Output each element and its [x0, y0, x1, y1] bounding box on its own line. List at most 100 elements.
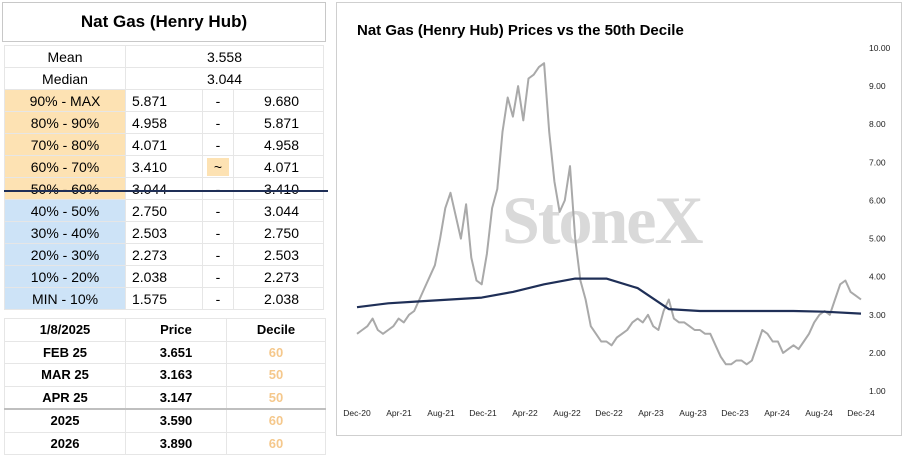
mean-label: Mean	[4, 45, 126, 68]
decile-row: 10% - 20% 2.038 - 2.273	[4, 265, 324, 288]
contract-price: 3.890	[125, 431, 227, 455]
forward-row: 2025 3.590 60	[4, 408, 326, 433]
forward-date-header: 1/8/2025	[4, 318, 126, 342]
y-tick-label: 9.00	[869, 81, 886, 91]
forward-row: FEB 25 3.651 60	[4, 340, 326, 364]
decile-high: 2.273	[233, 265, 324, 288]
decile-header: Decile	[226, 318, 326, 342]
decile-high: 2.503	[233, 243, 324, 266]
decile-low: 5.871	[125, 89, 203, 112]
x-tick-label: Dec-24	[847, 408, 875, 418]
decile-label: MIN - 10%	[4, 287, 126, 310]
decile-low: 2.503	[125, 221, 203, 244]
decile-high: 2.038	[233, 287, 324, 310]
y-tick-label: 8.00	[869, 119, 886, 129]
y-tick-label: 5.00	[869, 234, 886, 244]
contract-label: FEB 25	[4, 340, 126, 364]
x-tick-label: Aug-22	[553, 408, 581, 418]
price-series-layer	[356, 62, 862, 366]
decile-high: 4.958	[233, 133, 324, 156]
decile-label: 40% - 50%	[4, 199, 126, 222]
decile-separator: -	[202, 287, 234, 310]
y-tick-label: 7.00	[869, 157, 886, 167]
decile-summary-panel: Nat Gas (Henry Hub) Mean 3.558 Median 3.…	[2, 2, 328, 455]
contract-price: 3.147	[125, 385, 227, 410]
forward-row: APR 25 3.147 50	[4, 385, 326, 410]
decile-high: 9.680	[233, 89, 324, 112]
decile-high: 5.871	[233, 111, 324, 134]
decile-low: 4.958	[125, 111, 203, 134]
x-tick-label: Aug-24	[805, 408, 833, 418]
contract-label: 2026	[4, 431, 126, 455]
forward-row: 2026 3.890 60	[4, 431, 326, 455]
decile-row: MIN - 10% 1.575 - 2.038	[4, 287, 324, 310]
contract-label: MAR 25	[4, 363, 126, 387]
y-tick-label: 2.00	[869, 348, 886, 358]
decile-high: 2.750	[233, 221, 324, 244]
contract-price: 3.163	[125, 363, 227, 387]
decile-high: 3.410	[233, 177, 324, 200]
x-axis: Dec-20 Apr-21 Aug-21 Dec-21 Apr-22 Aug-22 Dec-…	[343, 408, 875, 418]
price-chart: StoneX 1.00 2.00 3.00 4.00 5.00 6.00 7.00 8.00 9…	[343, 43, 891, 418]
decile-table: Mean 3.558 Median 3.044 90% - MAX 5.871 …	[4, 45, 324, 310]
decile-separator-highlight: ~	[207, 157, 229, 176]
decile-row: 30% - 40% 2.503 - 2.750	[4, 221, 324, 244]
chart-title: Nat Gas (Henry Hub) Prices vs the 50th D…	[357, 22, 684, 39]
contract-price: 3.651	[125, 340, 227, 364]
contract-decile: 50	[226, 363, 326, 387]
decile-low: 1.575	[125, 287, 203, 310]
y-tick-label: 10.00	[869, 43, 891, 53]
decile-low: 2.038	[125, 265, 203, 288]
x-tick-label: Apr-23	[638, 408, 664, 418]
x-tick-label: Apr-24	[764, 408, 790, 418]
decile-label: 60% - 70%	[4, 155, 126, 178]
decile-label: 50% - 60%	[4, 177, 126, 200]
price-series-line	[356, 62, 862, 366]
decile-row: 80% - 90% 4.958 - 5.871	[4, 111, 324, 134]
mean-row: Mean 3.558	[4, 45, 324, 68]
decile-separator: -	[202, 221, 234, 244]
contract-label: 2025	[4, 408, 126, 433]
y-tick-label: 4.00	[869, 272, 886, 282]
decile-separator: -	[202, 265, 234, 288]
decile-series-layer	[356, 277, 862, 315]
y-tick-label: 1.00	[869, 386, 886, 396]
decile-low: 2.750	[125, 199, 203, 222]
y-tick-label: 3.00	[869, 310, 886, 320]
decile-row: 70% - 80% 4.071 - 4.958	[4, 133, 324, 156]
decile-label: 10% - 20%	[4, 265, 126, 288]
contract-label: APR 25	[4, 385, 126, 410]
contract-price: 3.590	[125, 408, 227, 433]
decile-row: 50% - 60% 3.044 - 3.410	[4, 177, 324, 200]
median-divider-line	[4, 190, 328, 192]
median-value: 3.044	[125, 67, 324, 90]
decile-low: 2.273	[125, 243, 203, 266]
median-row: Median 3.044	[4, 67, 324, 90]
contract-decile: 60	[226, 340, 326, 364]
decile-label: 70% - 80%	[4, 133, 126, 156]
decile-row: 60% - 70% 3.410 ~ 4.071	[4, 155, 324, 178]
stonex-watermark: StoneX	[502, 182, 703, 258]
x-tick-label: Aug-23	[679, 408, 707, 418]
decile-label: 80% - 90%	[4, 111, 126, 134]
decile-high: 4.071	[233, 155, 324, 178]
decile-separator: -	[202, 177, 234, 200]
price-header: Price	[125, 318, 227, 342]
forward-curve-table: 1/8/2025 Price Decile FEB 25 3.651 60 MA…	[4, 318, 326, 455]
price-chart-panel: Nat Gas (Henry Hub) Prices vs the 50th D…	[336, 2, 902, 436]
decile-separator: -	[202, 89, 234, 112]
contract-decile: 50	[226, 385, 326, 410]
x-tick-label: Dec-20	[343, 408, 371, 418]
forward-row: MAR 25 3.163 50	[4, 363, 326, 387]
x-tick-label: Aug-21	[427, 408, 455, 418]
decile-low: 3.410	[125, 155, 203, 178]
decile-high: 3.044	[233, 199, 324, 222]
decile-row: 20% - 30% 2.273 - 2.503	[4, 243, 324, 266]
decile-label: 30% - 40%	[4, 221, 126, 244]
panel-title: Nat Gas (Henry Hub)	[2, 2, 326, 42]
x-tick-label: Dec-21	[469, 408, 497, 418]
x-tick-label: Apr-21	[386, 408, 412, 418]
y-tick-label: 6.00	[869, 195, 886, 205]
median-label: Median	[4, 67, 126, 90]
forward-header-row: 1/8/2025 Price Decile	[4, 318, 326, 342]
